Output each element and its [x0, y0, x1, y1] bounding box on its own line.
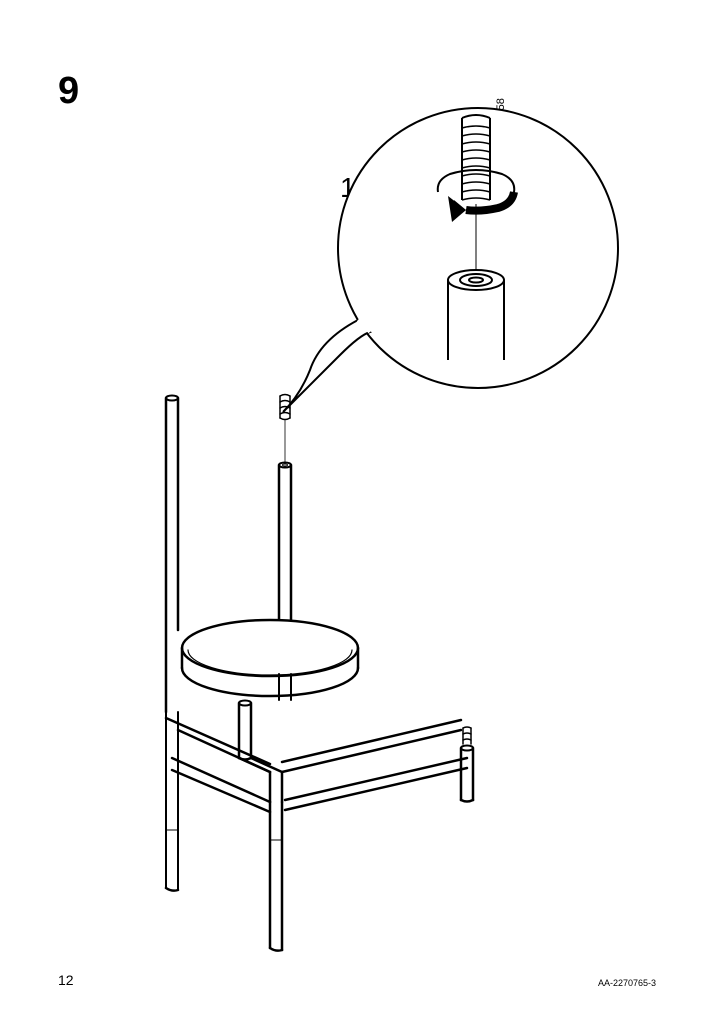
assembly-diagram [0, 0, 714, 1012]
instruction-page: 9 1x 119558 12 AA-2270765-3 [0, 0, 714, 1012]
